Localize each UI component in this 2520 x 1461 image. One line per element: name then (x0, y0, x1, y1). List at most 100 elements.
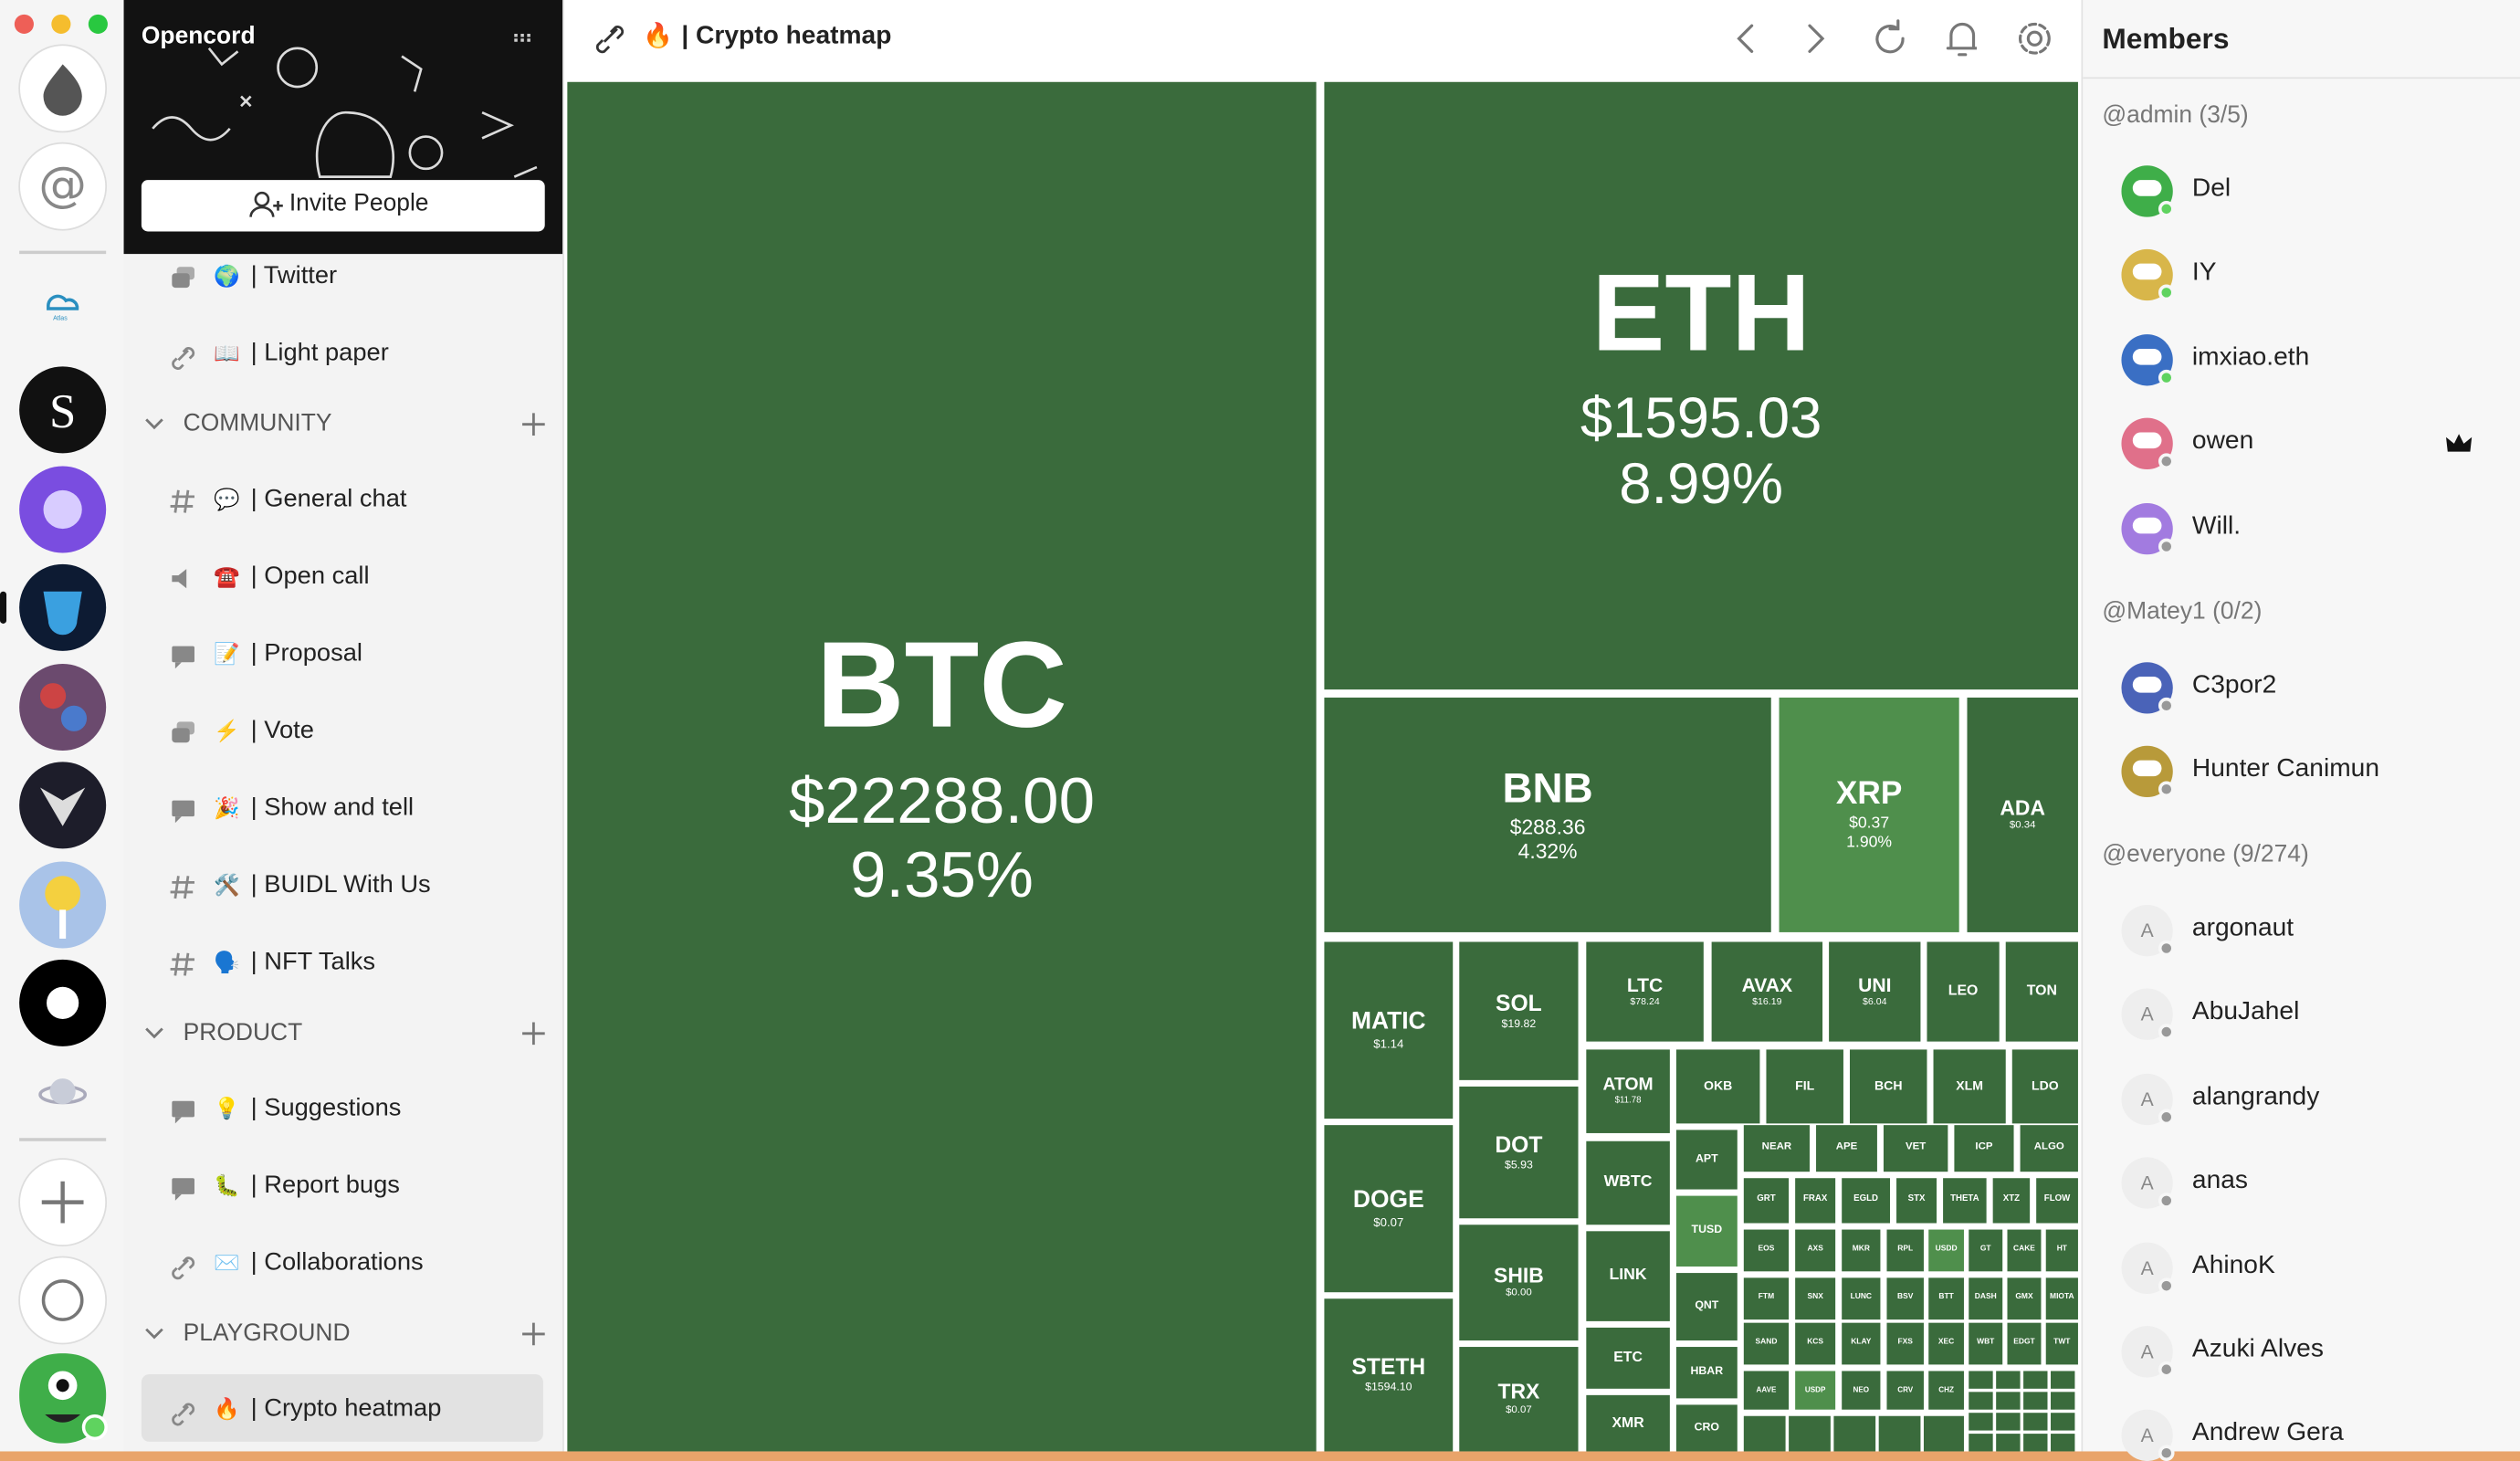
member-name[interactable]: AhinoK (2191, 1251, 2275, 1279)
channel[interactable]: | General chat (250, 485, 407, 513)
heatmap-tile[interactable]: QNT (1675, 1273, 1738, 1341)
heatmap-tile[interactable]: EOS (1743, 1229, 1790, 1272)
member-name[interactable]: Andrew Gera (2191, 1419, 2344, 1447)
member-name[interactable]: owen (2191, 427, 2254, 456)
heatmap-tile[interactable]: EGLD (1842, 1178, 1890, 1224)
heatmap-tile[interactable]: DASH (1969, 1277, 2003, 1320)
heatmap-tile[interactable]: OKB (1675, 1049, 1760, 1124)
heatmap-tile[interactable]: BTT (1928, 1277, 1964, 1320)
channel[interactable]: | Collaborations (250, 1248, 424, 1277)
heatmap-tile[interactable]: EDGT (2007, 1322, 2042, 1365)
heatmap-tile[interactable]: BSV (1886, 1277, 1924, 1320)
heatmap-tile[interactable]: DOT $5.93 (1459, 1086, 1579, 1219)
heatmap-tile[interactable]: SAND (1743, 1322, 1790, 1365)
heatmap-tile[interactable]: TON (2005, 941, 2078, 1042)
heatmap-tile[interactable]: GRT (1743, 1178, 1790, 1224)
heatmap-tile[interactable]: AVAX $16.19 (1711, 941, 1823, 1042)
heatmap-tile[interactable]: LEO (1927, 941, 2000, 1042)
heatmap-tile[interactable]: BTC $22288.00 9.35% (567, 81, 1317, 1452)
heatmap-tile[interactable]: NEAR (1743, 1125, 1810, 1172)
heatmap-tile[interactable]: XEC (1928, 1322, 1964, 1365)
heatmap-tile[interactable]: LTC $78.24 (1586, 941, 1704, 1042)
heatmap-tile[interactable]: TWT (2045, 1322, 2078, 1365)
member-name[interactable]: alangrandy (2191, 1083, 2320, 1110)
heatmap-tile[interactable]: THETA (1943, 1178, 1987, 1224)
heatmap-tile[interactable]: DOGE $0.07 (1324, 1125, 1454, 1293)
heatmap-tile[interactable]: GMX (2007, 1277, 2042, 1320)
heatmap-tile[interactable]: ATOM $11.78 (1586, 1049, 1670, 1133)
member-name[interactable]: AbuJahel (2191, 998, 2300, 1026)
channel-selected[interactable]: | Crypto heatmap (250, 1394, 442, 1423)
member-name[interactable]: IY (2191, 259, 2217, 288)
heatmap-tile[interactable]: SNX (1795, 1277, 1836, 1320)
heatmap-tile[interactable]: TRX $0.07 (1459, 1347, 1579, 1452)
heatmap-tile[interactable]: FLOW (2036, 1178, 2078, 1224)
heatmap-tile[interactable]: HBAR (1675, 1347, 1738, 1399)
member-name[interactable]: imxiao.eth (2191, 343, 2310, 372)
member-name[interactable]: C3por2 (2191, 671, 2277, 699)
heatmap-tile[interactable]: FRAX (1795, 1178, 1836, 1224)
channel[interactable]: | Vote (250, 717, 314, 744)
heatmap-tile[interactable]: SHIB $0.00 (1459, 1225, 1579, 1341)
member-name[interactable]: Del (2191, 174, 2231, 203)
member-name[interactable]: Hunter Canimun (2191, 755, 2379, 783)
heatmap-tile[interactable]: VET (1883, 1125, 1948, 1172)
heatmap-tile[interactable]: ETH $1595.03 8.99% (1324, 81, 2078, 690)
heatmap-tile[interactable]: XTZ (1992, 1178, 2031, 1224)
heatmap-tile[interactable]: WBT (1969, 1322, 2003, 1365)
invite-button[interactable]: Invite People (289, 189, 429, 217)
heatmap-tile[interactable]: MATIC $1.14 (1324, 941, 1454, 1119)
heatmap-tile[interactable]: GT (1969, 1229, 2003, 1272)
heatmap-tile[interactable]: CHZ (1928, 1371, 1964, 1410)
heatmap-tile[interactable]: AXS (1795, 1229, 1836, 1272)
heatmap-tile[interactable]: NEO (1842, 1371, 1881, 1410)
heatmap-tile[interactable]: ETC (1586, 1327, 1670, 1389)
heatmap-tile[interactable]: APE (1816, 1125, 1877, 1172)
channel[interactable]: | Proposal (250, 639, 362, 667)
heatmap-tile[interactable]: SOL $19.82 (1459, 941, 1579, 1080)
heatmap-tile[interactable]: RPL (1886, 1229, 1924, 1272)
heatmap-tile[interactable]: MIOTA (2045, 1277, 2078, 1320)
heatmap-tile[interactable]: APT (1675, 1130, 1738, 1190)
heatmap-tile[interactable]: FXS (1886, 1322, 1924, 1365)
heatmap-tile[interactable]: USDP (1795, 1371, 1836, 1410)
heatmap-tile[interactable]: FTM (1743, 1277, 1790, 1320)
heatmap-tile[interactable]: STETH $1594.10 (1324, 1298, 1454, 1452)
channel[interactable]: | Suggestions (250, 1094, 402, 1122)
channel[interactable]: | Light paper (250, 339, 389, 367)
heatmap-tile[interactable]: STX (1896, 1178, 1937, 1224)
channel[interactable]: | Twitter (250, 261, 338, 289)
heatmap-tile[interactable]: BNB $288.36 4.32% (1324, 697, 1771, 932)
channel[interactable]: | NFT Talks (250, 948, 376, 976)
heatmap-tile[interactable]: CAKE (2007, 1229, 2042, 1272)
heatmap-tile[interactable]: CRO (1675, 1404, 1738, 1452)
heatmap-tile[interactable]: USDD (1928, 1229, 1964, 1272)
member-name[interactable]: Azuki Alves (2191, 1335, 2324, 1363)
heatmap-tile[interactable]: XRP $0.37 1.90% (1779, 697, 1959, 932)
heatmap-tile[interactable]: LINK (1586, 1231, 1670, 1321)
heatmap-tile[interactable]: CRV (1886, 1371, 1924, 1410)
heatmap-tile[interactable]: KCS (1795, 1322, 1836, 1365)
heatmap-tile[interactable]: TUSD (1675, 1195, 1738, 1267)
heatmap-tile[interactable]: MKR (1842, 1229, 1881, 1272)
member-name[interactable]: argonaut (2191, 914, 2294, 942)
channel[interactable]: | Report bugs (250, 1172, 400, 1200)
heatmap-tile[interactable]: LUNC (1842, 1277, 1881, 1320)
heatmap-tile[interactable]: XLM (1933, 1049, 2006, 1124)
channel[interactable]: | BUIDL With Us (250, 871, 431, 899)
heatmap-tile[interactable]: ICP (1954, 1125, 2014, 1172)
channel[interactable]: | Show and tell (250, 794, 415, 822)
heatmap-tile[interactable]: ALGO (2020, 1125, 2078, 1172)
heatmap-tile[interactable]: LDO (2011, 1049, 2078, 1124)
heatmap-tile[interactable]: BCH (1849, 1049, 1927, 1124)
member-name[interactable]: anas (2191, 1167, 2249, 1195)
heatmap-tile[interactable]: WBTC (1586, 1140, 1670, 1225)
heatmap-tile[interactable]: AAVE (1743, 1371, 1790, 1410)
heatmap-tile[interactable]: UNI $6.04 (1829, 941, 1921, 1042)
heatmap-tile[interactable]: HT (2045, 1229, 2078, 1272)
member-name[interactable]: Will. (2191, 511, 2242, 540)
heatmap-tile[interactable]: FIL (1766, 1049, 1843, 1124)
heatmap-tile[interactable]: ADA $0.34 (1967, 697, 2078, 932)
heatmap-tile[interactable]: KLAY (1842, 1322, 1881, 1365)
channel[interactable]: | Open call (250, 562, 370, 590)
